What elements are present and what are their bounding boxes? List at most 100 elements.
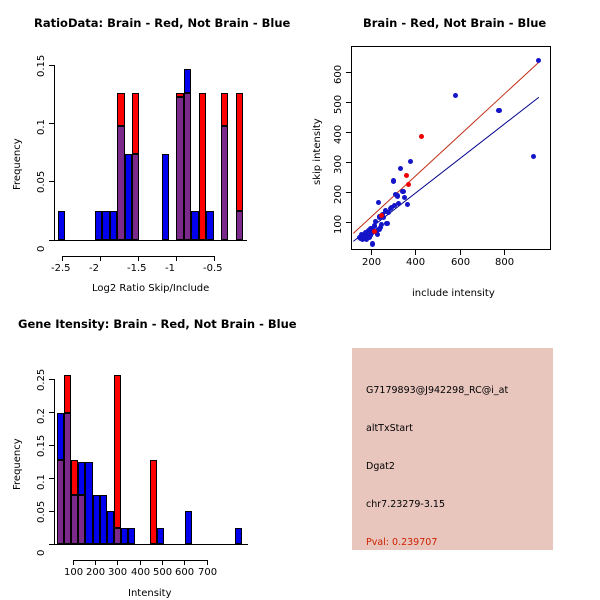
- y-tick: [346, 102, 351, 103]
- y-tick: [49, 240, 54, 241]
- ratio-histogram-baseline: [54, 240, 247, 241]
- y-tick: [49, 123, 54, 124]
- x-tick: [162, 560, 163, 565]
- histogram-bar: [161, 154, 170, 240]
- scatter-point: [405, 182, 411, 188]
- histogram-bar: [85, 462, 93, 544]
- scatter-point: [390, 178, 396, 184]
- y-tick: [346, 72, 351, 73]
- gene-intensity-bars: [0, 300, 300, 600]
- scatter-point: [383, 208, 389, 214]
- scatter-x-tick-label: 200: [362, 257, 382, 268]
- histogram-bar-overlap: [63, 412, 72, 544]
- histogram-bar: [106, 511, 114, 544]
- scatter-x-tick-label: 400: [406, 257, 426, 268]
- scatter-point: [535, 57, 541, 63]
- x-tick: [95, 560, 96, 565]
- gene-x-tick-label: 500: [153, 567, 173, 578]
- scatter-point: [375, 200, 381, 206]
- histogram-bar: [198, 93, 207, 240]
- y-tick: [49, 65, 54, 66]
- x-tick: [138, 256, 139, 261]
- scatter-point: [452, 93, 459, 99]
- x-tick: [100, 256, 101, 261]
- scatter-point: [371, 228, 377, 234]
- histogram-bar: [57, 211, 66, 240]
- histogram-bar-overlap: [183, 93, 192, 240]
- histogram-bar: [156, 527, 164, 544]
- scatter-point: [407, 158, 414, 165]
- scatter-point: [402, 194, 408, 200]
- regression-line-brain-fit: [352, 61, 539, 234]
- histogram-bar: [183, 68, 192, 93]
- scatter-x-tick-label: 600: [451, 257, 471, 268]
- x-tick: [117, 560, 118, 565]
- histogram-bar: [185, 511, 193, 544]
- histogram-bar: [124, 154, 132, 240]
- scatter-point: [394, 193, 400, 199]
- scatter-point: [372, 218, 379, 225]
- scatter-point: [363, 230, 369, 236]
- scatter-point: [405, 201, 411, 207]
- y-tick: [346, 162, 351, 163]
- ratio-histogram-bars: [0, 0, 300, 300]
- ratio-x-tick-label: -2: [89, 263, 99, 274]
- gene-x-tick-label: 300: [108, 567, 128, 578]
- ratio-histogram-xlabel: Log2 Ratio Skip/Include: [92, 283, 210, 294]
- histogram-bar: [235, 527, 243, 544]
- scatter-point: [370, 241, 376, 247]
- scatter-point: [391, 203, 398, 209]
- y-tick: [49, 181, 54, 182]
- scatter-point: [368, 226, 374, 232]
- histogram-bar: [121, 527, 129, 544]
- scatter-plot-frame: [351, 46, 551, 250]
- scatter-point: [419, 134, 425, 140]
- info-pvalue: Pval: 0.239707: [366, 537, 438, 548]
- y-tick: [49, 445, 54, 446]
- histogram-bar-overlap: [235, 211, 244, 240]
- histogram-bar: [176, 93, 184, 98]
- y-tick: [49, 511, 54, 512]
- gene-intensity-yaxis: [54, 379, 55, 544]
- info-event-type: altTxStart: [366, 423, 413, 434]
- scatter-point: [530, 153, 536, 159]
- histogram-bar-overlap: [221, 125, 229, 240]
- scatter-points-layer: [300, 0, 600, 300]
- ratio-histogram-panel: RatioData: Brain - Red, Not Brain - Blue…: [0, 0, 300, 300]
- histogram-bar: [109, 211, 118, 240]
- histogram-bar-overlap: [78, 494, 86, 544]
- gene-intensity-xlabel: Intensity: [128, 588, 172, 599]
- x-tick: [207, 560, 208, 565]
- scatter-point: [363, 237, 370, 243]
- scatter-title: Brain - Red, Not Brain - Blue: [363, 16, 547, 30]
- gene-intensity-baseline: [54, 544, 248, 545]
- y-tick: [49, 379, 54, 380]
- histogram-bar: [235, 93, 244, 212]
- histogram-bar: [94, 211, 103, 240]
- histogram-bar: [78, 462, 86, 495]
- histogram-bar: [102, 211, 110, 240]
- y-tick: [346, 222, 351, 223]
- scatter-x-tick-label: 800: [495, 257, 515, 268]
- scatter-point: [398, 165, 404, 171]
- scatter-point: [400, 188, 406, 195]
- x-tick: [73, 560, 74, 565]
- y-tick: [346, 192, 351, 193]
- gene-x-tick-label: 600: [175, 567, 195, 578]
- scatter-point: [379, 213, 385, 219]
- ratio-x-tick-label: -0.5: [203, 263, 223, 274]
- ratio-x-tick-label: -1: [165, 263, 175, 274]
- info-probe-id: G7179893@J942298_RC@i_at: [366, 385, 509, 396]
- histogram-bar-overlap: [131, 154, 140, 240]
- histogram-bar: [56, 412, 64, 460]
- histogram-bar: [131, 93, 140, 155]
- scatter-point: [381, 215, 387, 221]
- histogram-bar: [113, 375, 122, 528]
- ratio-histogram-yaxis: [54, 65, 55, 240]
- scatter-point: [385, 209, 391, 216]
- x-tick: [62, 256, 63, 261]
- ratio-histogram-title: RatioData: Brain - Red, Not Brain - Blue: [34, 16, 291, 30]
- histogram-bar-overlap: [56, 459, 64, 544]
- histogram-bar: [63, 375, 72, 413]
- histogram-bar: [149, 459, 157, 544]
